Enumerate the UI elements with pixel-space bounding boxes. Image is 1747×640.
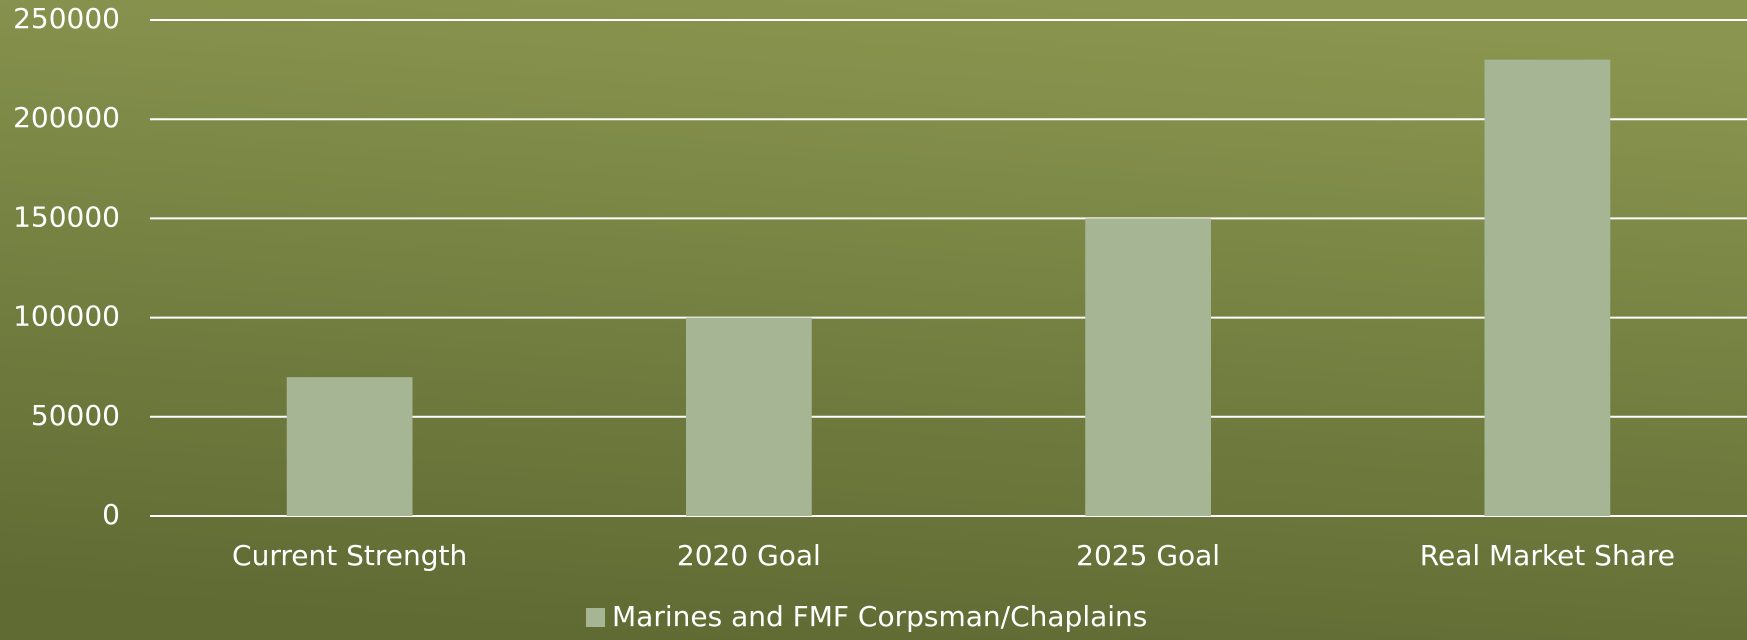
y-tick-label: 100000 bbox=[13, 300, 120, 333]
bar bbox=[1484, 59, 1611, 517]
x-tick-label: Real Market Share bbox=[1420, 539, 1675, 572]
x-tick-label: Current Strength bbox=[232, 539, 467, 572]
y-tick-label: 50000 bbox=[31, 399, 120, 432]
legend-swatch bbox=[586, 608, 605, 627]
bar bbox=[685, 317, 812, 516]
bar bbox=[1085, 218, 1212, 516]
x-tick-label: 2025 Goal bbox=[1076, 539, 1220, 572]
y-tick-label: 150000 bbox=[13, 200, 120, 233]
y-tick-label: 250000 bbox=[13, 2, 120, 35]
legend-label: Marines and FMF Corpsman/Chaplains bbox=[612, 600, 1147, 633]
bar bbox=[286, 377, 413, 516]
x-tick-label: 2020 Goal bbox=[677, 539, 821, 572]
y-tick-label: 0 bbox=[102, 498, 120, 531]
y-tick-label: 200000 bbox=[13, 101, 120, 134]
